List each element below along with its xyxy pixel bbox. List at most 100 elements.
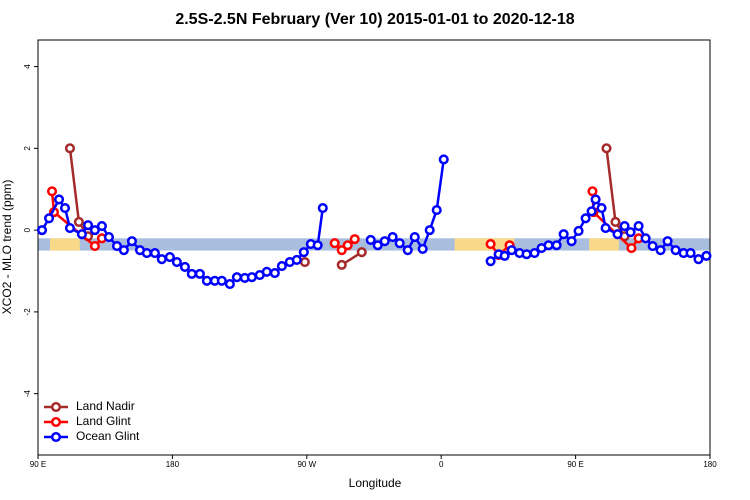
x-tick-label: 180 [166,460,180,469]
data-point [662,236,673,247]
data-point [356,247,367,258]
data-point [626,243,637,254]
data-point [521,249,532,260]
data-point [640,233,651,244]
y-tick-label: 0 [23,227,32,232]
legend-label: Land Glint [76,414,131,428]
data-point [194,268,205,279]
data-point [610,216,621,227]
legend-marker [50,401,62,413]
data-point [685,247,696,259]
x-tick-label: 0 [439,460,444,469]
data-point [529,247,540,259]
data-point [499,250,510,261]
data-point [612,229,623,240]
data-point [186,268,197,279]
plot-frame [37,39,711,456]
data-point [44,213,55,224]
data-point [424,225,435,236]
data-point [587,186,598,197]
data-point [551,240,562,251]
data-point [64,143,76,154]
data-point [365,234,376,245]
data-point [291,254,302,266]
data-point [312,240,323,251]
data-point [231,272,242,283]
data-point [647,241,658,252]
data-point [96,220,107,232]
y-tick-label: 2 [23,146,32,151]
data-point [298,247,309,258]
data-point [46,186,58,197]
x-tick-label: 180 [703,460,717,469]
y-tick-label: 4 [23,64,32,69]
data-point [224,279,235,290]
series-line [369,159,445,253]
data-point [276,261,287,272]
data-point [156,254,167,265]
data-point [438,154,449,165]
data-point [655,245,666,256]
data-point [64,223,76,234]
data-point [149,247,160,259]
data-point [586,206,597,217]
data-point [317,202,328,214]
data-point [329,238,340,249]
x-tick-label: 90 W [297,460,316,469]
data-point [633,220,644,232]
data-point [409,232,420,243]
data-point [506,245,517,256]
data-point [619,220,630,232]
y-tick-label: -4 [23,390,32,398]
data-point [558,229,569,240]
y-axis-label: XCO2 - MLO trend (ppm) [0,180,14,315]
data-point [349,234,360,245]
data-point [431,205,442,216]
data-point [342,240,353,251]
data-point [580,213,591,224]
data-point [141,247,152,259]
data-point [596,202,607,214]
data-point [76,229,87,240]
y-tick-label: -2 [23,308,32,316]
data-point [670,245,681,256]
data-point [59,202,71,214]
data-point [402,245,413,256]
data-point [379,236,390,247]
data-point [201,275,212,286]
data-point [82,220,94,231]
data-point [485,238,496,250]
legend-marker [50,431,62,443]
x-tick-label: 90 E [30,460,46,469]
data-point [573,225,584,236]
data-point [89,241,100,252]
data-point [543,240,554,251]
data-point [36,225,48,236]
data-point [600,223,611,234]
data-point [394,238,405,249]
data-point [261,266,272,277]
legend-marker [50,416,62,428]
data-point [103,232,114,243]
data-point [693,254,704,265]
land-range [454,238,515,251]
data-point [269,268,280,279]
x-tick-label: 90 E [567,460,583,469]
data-point [387,232,398,243]
land-range [49,238,80,251]
data-point [566,236,577,247]
data-point [372,240,383,251]
data-point [111,241,123,252]
data-point [485,256,496,267]
data-point [299,256,310,268]
legend-label: Land Nadir [76,399,135,413]
data-point [336,245,347,256]
data-point [336,259,347,270]
chart-title: 2.5S-2.5N February (Ver 10) 2015-01-01 t… [175,11,574,28]
data-point [73,216,84,227]
data-point [246,272,257,283]
data-point [164,252,175,263]
data-point [590,194,601,205]
x-axis-label: Longitude [349,476,402,490]
